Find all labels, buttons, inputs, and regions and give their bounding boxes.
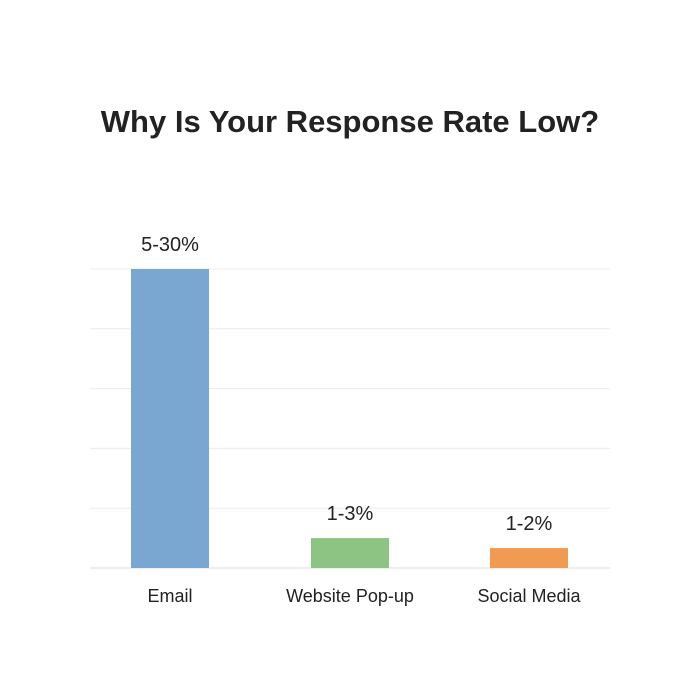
chart-title: Why Is Your Response Rate Low? [100,104,600,139]
data-label-website-pop-up: 1-3% [327,503,374,525]
data-label-email: 5-30% [141,234,199,256]
data-label-social-media: 1-2% [506,513,553,535]
bar-email [131,269,209,568]
x-tick-label-website-pop-up: Website Pop-up [286,586,414,606]
bars [131,269,568,568]
x-tick-label-social-media: Social Media [477,586,581,606]
x-tick-label-email: Email [147,586,192,606]
bar-social-media [490,548,568,568]
bar-website-pop-up [311,538,389,568]
x-axis-tick-labels: Email Website Pop-up Social Media [147,586,581,606]
data-labels: 5-30% 1-3% 1-2% [141,234,552,535]
